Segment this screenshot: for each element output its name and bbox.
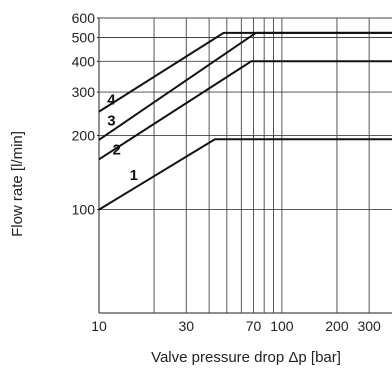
x-tick-label: 70 <box>246 318 262 334</box>
series-label-2: 2 <box>113 142 121 159</box>
series-line-4 <box>98 31 392 113</box>
series-line-3 <box>98 31 392 141</box>
y-tick-label: 400 <box>72 53 96 69</box>
y-tick-label: 200 <box>72 127 96 143</box>
y-tick-label: 100 <box>72 202 96 218</box>
x-axis-label: Valve pressure drop Δp [bar] <box>151 349 341 366</box>
x-tick-label: 100 <box>270 318 294 334</box>
tick-labels: 100 200 300 400 500 600 10 30 70 100 200 300 <box>72 10 381 334</box>
y-axis-label: Flow rate [l/min] <box>9 131 26 237</box>
grid <box>97 17 392 314</box>
series-label-4: 4 <box>107 91 116 108</box>
y-tick-label: 500 <box>72 29 96 45</box>
x-tick-label: 10 <box>91 318 107 334</box>
x-tick-label: 200 <box>325 318 349 334</box>
series-line-2 <box>98 60 392 161</box>
series-label-1: 1 <box>130 167 138 184</box>
series-lines <box>98 31 392 211</box>
series-labels: 12 3 4 <box>107 91 138 184</box>
x-tick-label: 300 <box>357 318 381 334</box>
series-label-3: 3 <box>107 113 115 130</box>
series-line-1 <box>98 138 392 211</box>
y-tick-label: 600 <box>72 10 96 26</box>
y-tick-label: 300 <box>72 84 96 100</box>
x-tick-label: 30 <box>178 318 194 334</box>
